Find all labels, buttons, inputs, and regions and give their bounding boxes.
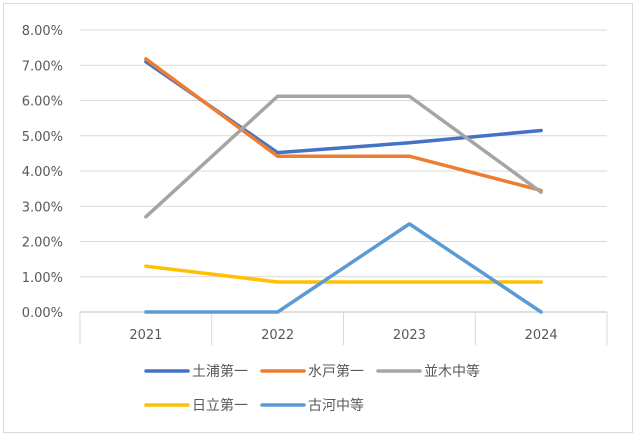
legend-label: 並木中等	[424, 363, 480, 380]
series-lines	[144, 57, 543, 314]
x-tick-label: 2024	[525, 328, 558, 343]
series-line-3	[144, 264, 543, 284]
series-line-1	[144, 57, 543, 193]
y-tick-label: 5.00%	[22, 130, 63, 145]
y-axis-ticks: 0.00% 1.00% 2.00% 3.00% 4.00% 5.00% 6.00% 7.00%…	[22, 24, 63, 321]
legend-label: 古河中等	[308, 397, 364, 414]
series-line-2	[144, 94, 543, 219]
x-axis-ticks: 2021 2022 2023 2024	[129, 328, 557, 343]
series-line-4	[144, 222, 543, 314]
x-tick-label: 2023	[393, 328, 426, 343]
y-tick-label: 4.00%	[22, 165, 63, 180]
x-tick-label: 2021	[129, 328, 162, 343]
y-tick-label: 3.00%	[22, 200, 63, 215]
legend-label: 土浦第一	[192, 363, 248, 380]
y-tick-label: 8.00%	[22, 24, 63, 39]
legend-label: 水戸第一	[308, 363, 364, 380]
y-tick-label: 0.00%	[22, 306, 63, 321]
x-tick-label: 2022	[261, 328, 294, 343]
chart-frame	[3, 3, 633, 433]
y-tick-label: 1.00%	[22, 271, 63, 286]
y-tick-label: 7.00%	[22, 59, 63, 74]
series-line-0	[144, 59, 543, 155]
y-tick-label: 6.00%	[22, 95, 63, 110]
legend-label: 日立第一	[192, 397, 248, 414]
y-tick-label: 2.00%	[22, 236, 63, 251]
